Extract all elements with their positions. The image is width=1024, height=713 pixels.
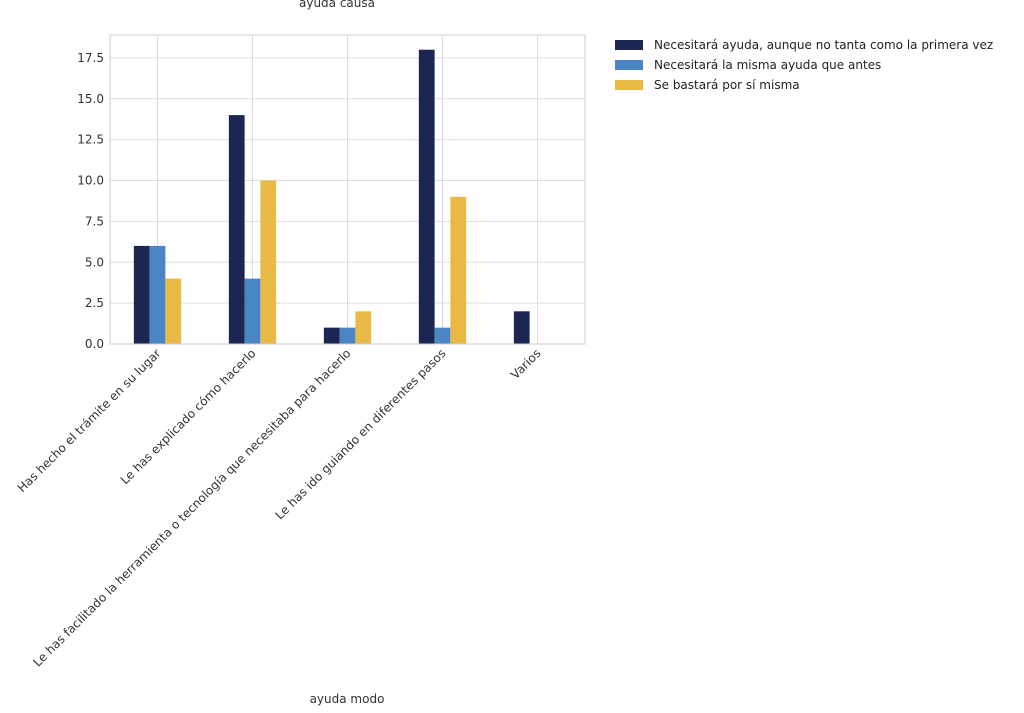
bar-1-3 bbox=[323, 327, 340, 344]
y-tick-label: 5.0 bbox=[85, 255, 104, 269]
legend-swatch bbox=[615, 80, 643, 90]
legend-label: Necesitará la misma ayuda que antes bbox=[654, 58, 881, 72]
y-tick-label: 0.0 bbox=[85, 337, 104, 351]
legend-swatch bbox=[615, 40, 643, 50]
chart-title: ayuda causa bbox=[299, 0, 375, 10]
y-tick-label: 17.5 bbox=[77, 51, 104, 65]
legend-label: Se bastará por sí misma bbox=[654, 78, 800, 92]
y-tick-label: 15.0 bbox=[77, 92, 104, 106]
bar-1-5 bbox=[513, 311, 530, 344]
bar-2-2 bbox=[244, 278, 261, 344]
y-tick-label: 10.0 bbox=[77, 174, 104, 188]
bar-2-1 bbox=[149, 245, 166, 344]
bar-3-4 bbox=[450, 196, 467, 344]
bar-2-3 bbox=[339, 327, 356, 344]
bar-1-1 bbox=[133, 245, 150, 344]
bar-2-4 bbox=[434, 327, 451, 344]
bar-1-2 bbox=[228, 115, 245, 344]
x-tick-label: Varios bbox=[508, 346, 544, 382]
x-tick-label: Le has facilitado la herramienta o tecno… bbox=[30, 346, 353, 669]
plot-frame bbox=[109, 34, 586, 345]
legend: Necesitará ayuda, aunque no tanta como l… bbox=[615, 38, 993, 92]
legend-swatch bbox=[615, 60, 643, 70]
bar-3-1 bbox=[165, 278, 182, 344]
y-tick-label: 2.5 bbox=[85, 296, 104, 310]
bar-1-4 bbox=[418, 49, 435, 344]
bar-3-3 bbox=[355, 311, 372, 344]
y-tick-label: 12.5 bbox=[77, 133, 104, 147]
legend-label: Necesitará ayuda, aunque no tanta como l… bbox=[654, 38, 993, 52]
plot-area bbox=[109, 34, 586, 345]
y-tick-label: 7.5 bbox=[85, 214, 104, 228]
bar-3-2 bbox=[260, 180, 277, 344]
x-tick-label: Le has ido guiando en diferentes pasos bbox=[272, 346, 448, 522]
x-axis-label: ayuda modo bbox=[310, 692, 385, 706]
y-axis-ticks: 0.0 2.5 5.0 7.5 10.0 12.5 15.0 17.5 bbox=[77, 51, 104, 351]
